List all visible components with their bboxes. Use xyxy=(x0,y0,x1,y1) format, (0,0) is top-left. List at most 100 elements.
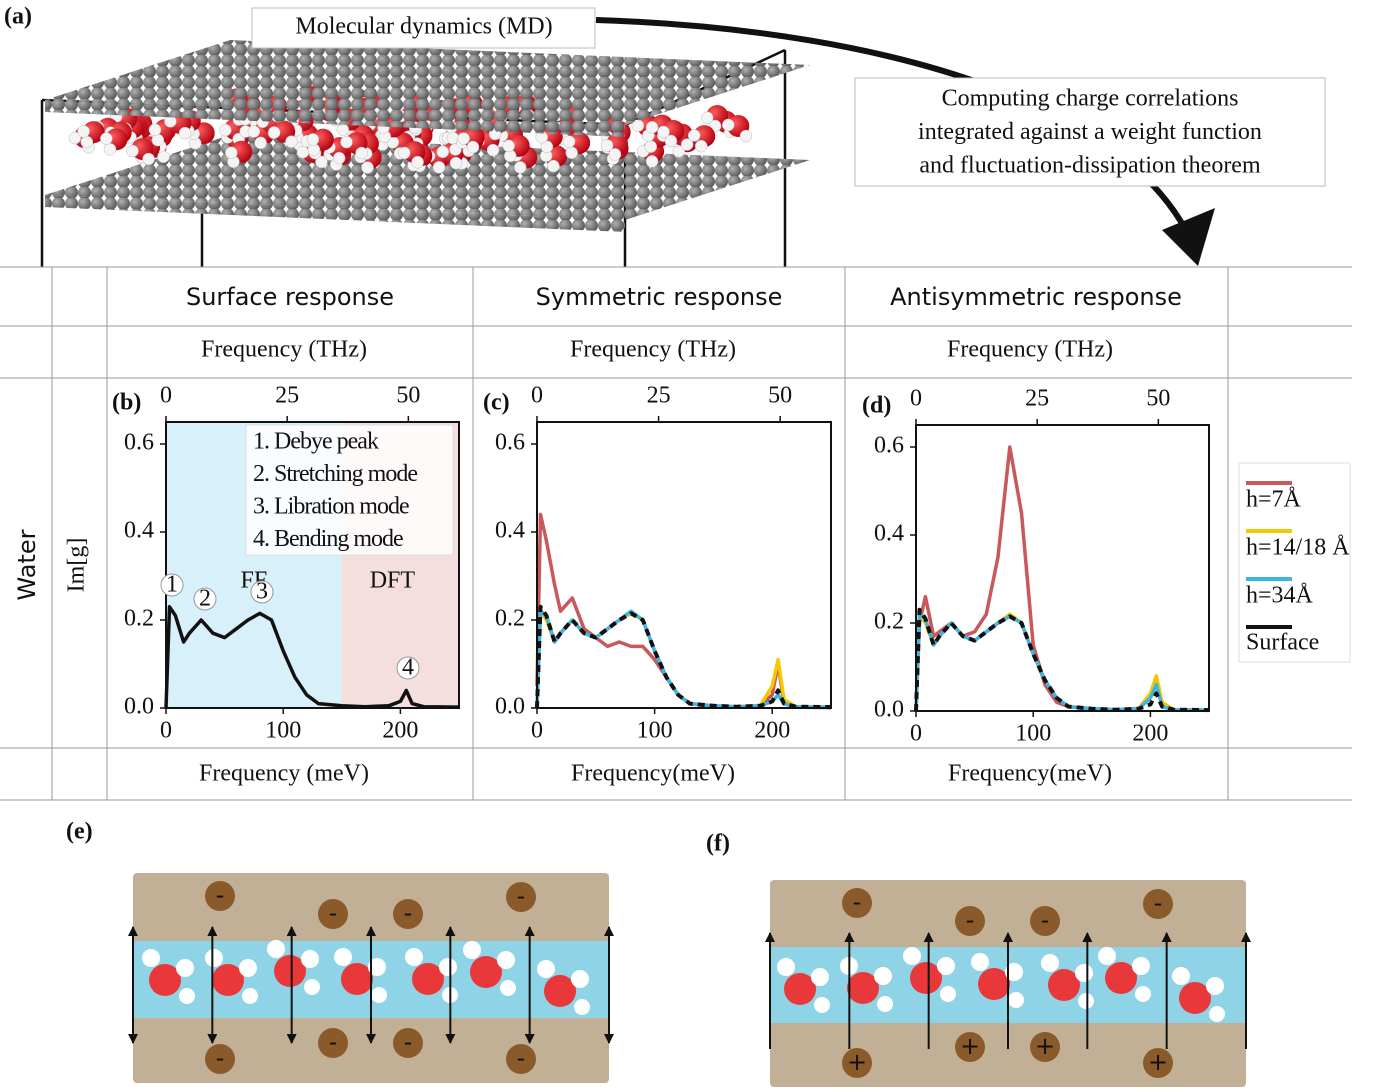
x2-tick-label: 50 xyxy=(768,383,792,409)
hydrogen xyxy=(340,135,353,149)
x2-tick-label: 25 xyxy=(1025,386,1049,412)
panel-label: (a) xyxy=(4,4,32,30)
hydrogen xyxy=(157,150,170,163)
oxygen xyxy=(149,964,181,996)
x-tick-label: 100 xyxy=(1015,721,1051,747)
peak-label: 2 xyxy=(199,586,211,612)
plot-frame xyxy=(915,424,1210,712)
hydrogen xyxy=(1005,963,1023,981)
charge xyxy=(842,888,872,918)
panels-e-f: (e) (f) - - - - - - - - - - - - + + + + xyxy=(66,819,1251,1087)
y-tick-label: 0.4 xyxy=(495,518,525,544)
hydrogen xyxy=(1075,964,1093,982)
column-title: Surface response xyxy=(186,283,394,311)
charge-sign: - xyxy=(966,906,975,934)
hydrogen xyxy=(903,947,921,965)
hydrogen xyxy=(777,958,795,976)
hydrogen xyxy=(1132,957,1150,975)
charge-sign: - xyxy=(517,882,526,910)
hydrogen xyxy=(449,156,463,170)
hydrogen xyxy=(937,957,955,975)
oxygen xyxy=(212,964,244,996)
hydrogen xyxy=(811,968,829,986)
hydrogen xyxy=(371,987,387,1003)
hydrogen xyxy=(398,146,411,160)
hydrogen xyxy=(219,123,232,137)
hydrogen xyxy=(178,126,192,140)
x-tick-label: 200 xyxy=(382,718,418,744)
hydrogen xyxy=(142,949,160,967)
charge xyxy=(842,1048,872,1078)
hydrogen xyxy=(334,948,352,966)
slab-side xyxy=(45,195,625,232)
hydrogen xyxy=(664,134,678,148)
x2-axis-label: Frequency (THz) xyxy=(947,337,1113,363)
hydrogen xyxy=(722,118,735,132)
y-axis-label: Im[g] xyxy=(64,538,90,593)
hydrogen xyxy=(126,144,139,158)
hydrogen xyxy=(103,143,117,156)
hydrogen xyxy=(100,132,113,145)
slab-top xyxy=(45,40,810,125)
hydrogen xyxy=(267,940,285,958)
plot-bg xyxy=(916,425,1209,711)
charge-sign: - xyxy=(329,1028,338,1056)
hydrogen xyxy=(739,129,753,143)
charge xyxy=(205,881,235,911)
charge xyxy=(318,1028,348,1058)
annotation: 2. Stretching mode xyxy=(253,461,417,487)
charge xyxy=(506,882,536,912)
hydrogen xyxy=(306,133,320,146)
series-line xyxy=(535,512,832,710)
peak-label: 4 xyxy=(402,655,414,681)
x-tick-label: 0 xyxy=(160,718,172,744)
hydrogen xyxy=(296,145,310,159)
x2-tick-label: 50 xyxy=(1146,386,1170,412)
plot-frame xyxy=(165,421,460,709)
charge-sign: - xyxy=(1041,906,1050,934)
hydrogen xyxy=(513,161,527,174)
hydrogen xyxy=(254,136,267,150)
series-line xyxy=(164,605,460,709)
charge-sign: - xyxy=(216,881,225,909)
charge-sign: + xyxy=(960,1032,980,1060)
legend: h=7Å h=14/18 Å h=34Å Surface xyxy=(1238,462,1351,663)
hydrogen xyxy=(242,988,258,1004)
charge xyxy=(1143,889,1173,919)
panel-label: (b) xyxy=(112,390,141,416)
charge-sign: - xyxy=(517,1044,526,1072)
y-tick-label: 0.6 xyxy=(495,430,525,456)
x2-axis-label: Frequency (THz) xyxy=(570,337,736,363)
hydrogen xyxy=(574,999,590,1015)
annotation: 4. Bending mode xyxy=(253,526,403,552)
hydrogen xyxy=(814,997,830,1013)
oxygen xyxy=(1105,962,1137,994)
hydrogen xyxy=(1209,1006,1225,1022)
md-box xyxy=(251,7,596,49)
oxygen xyxy=(784,973,816,1005)
hydrogen xyxy=(80,135,94,149)
table-grid: Water xyxy=(0,266,1352,801)
hydrogen xyxy=(680,138,694,151)
plot-bg xyxy=(537,422,831,708)
hydrogen xyxy=(77,125,90,138)
oxygen xyxy=(847,972,879,1004)
oxygen xyxy=(1179,982,1211,1014)
hydrogen xyxy=(466,140,480,154)
y-tick-label: 0.2 xyxy=(495,606,525,632)
note-line: Computing charge correlations xyxy=(942,86,1239,112)
charge xyxy=(1030,906,1060,936)
legend-label: h=7Å xyxy=(1246,487,1302,513)
hydrogen xyxy=(239,959,257,977)
panel-label: (d) xyxy=(862,393,891,419)
oxygen xyxy=(544,975,576,1007)
oxygen xyxy=(470,956,502,988)
panel-label: (e) xyxy=(66,819,93,845)
hydrogen xyxy=(1172,967,1190,985)
hydrogen xyxy=(68,131,82,145)
hydrogen xyxy=(148,123,162,136)
hydrogen xyxy=(565,146,578,160)
x-tick-label: 100 xyxy=(637,718,673,744)
y-tick-label: 0.0 xyxy=(495,694,525,720)
